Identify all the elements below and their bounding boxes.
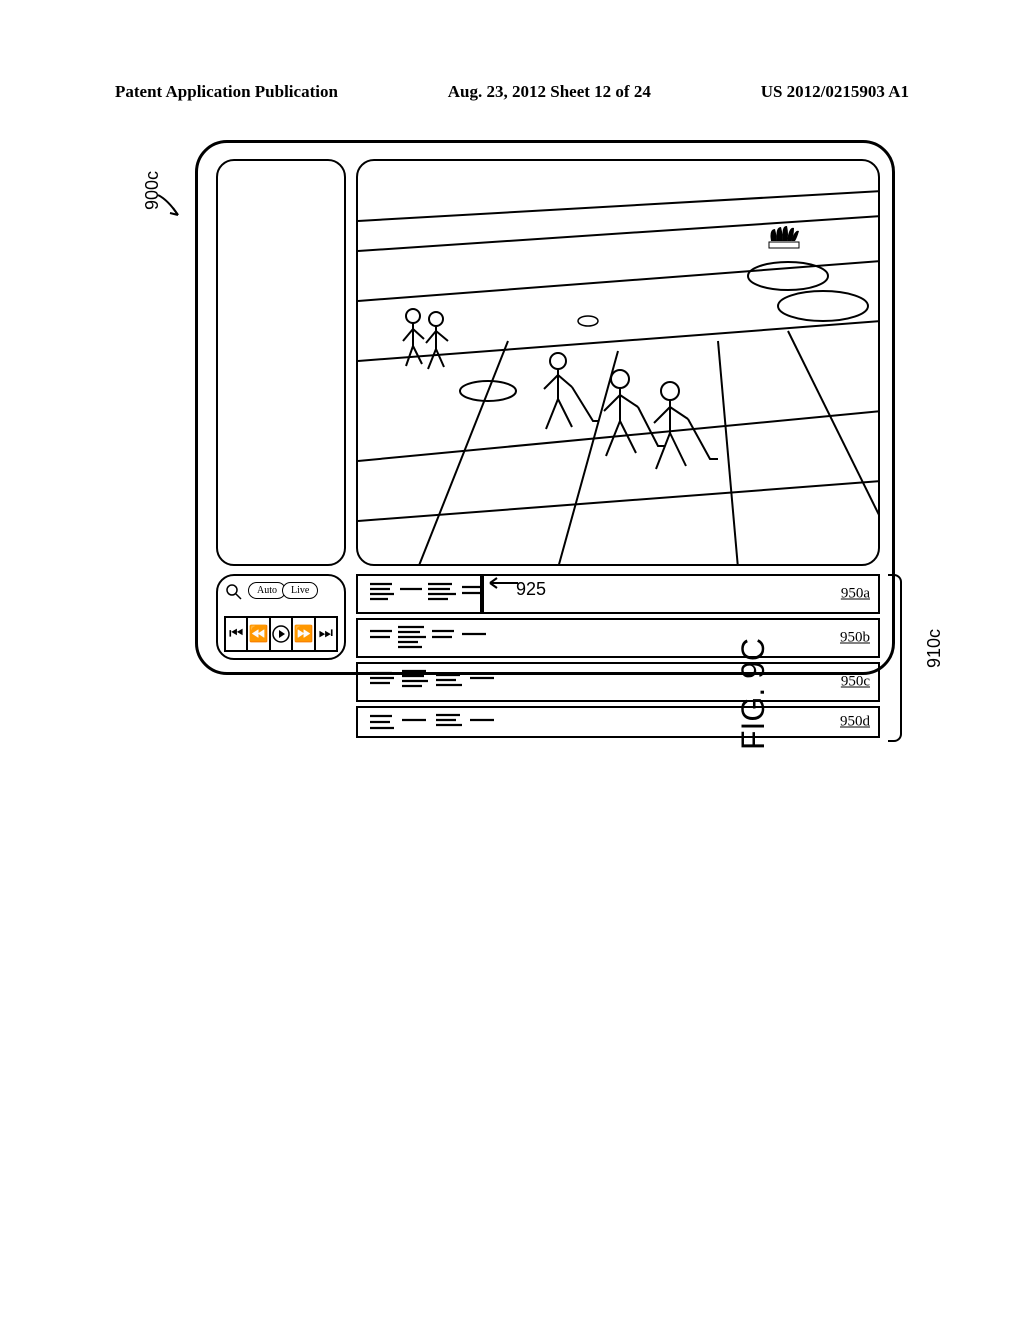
figure-caption: FIG. 9C (735, 638, 772, 750)
play-icon (272, 625, 290, 643)
play-button[interactable] (271, 618, 293, 650)
header-right: US 2012/0215903 A1 (761, 82, 909, 102)
list-row-d[interactable]: 950d (356, 706, 880, 738)
list-bracket (888, 574, 902, 742)
list-row-a[interactable]: 950a (356, 574, 880, 614)
device-ref-arrow (153, 190, 193, 230)
figure-container: 900c 920c (115, 140, 910, 960)
page-header: Patent Application Publication Aug. 23, … (115, 82, 909, 102)
forward-button[interactable]: ⏩ (293, 618, 315, 650)
list-row-b[interactable]: 950b (356, 618, 880, 658)
row-ref-c: 950c (841, 674, 870, 691)
video-panel (356, 159, 880, 566)
list-row-c[interactable]: 950c (356, 662, 880, 702)
row-ref-a: 950a (841, 586, 870, 603)
row-text-blocks (366, 710, 516, 734)
skip-forward-button[interactable]: ⏭ (316, 618, 336, 650)
sidebar-panel (216, 159, 346, 566)
rewind-button[interactable]: ⏪ (248, 618, 270, 650)
header-center: Aug. 23, 2012 Sheet 12 of 24 (448, 82, 651, 102)
header-left: Patent Application Publication (115, 82, 338, 102)
search-icon[interactable] (226, 584, 242, 600)
video-illustration (358, 161, 880, 566)
toggle-live[interactable]: Live (282, 582, 318, 599)
device-frame: 925 950a (195, 140, 895, 675)
row-text-blocks (366, 623, 506, 653)
list-area: 950a 950b (356, 574, 880, 742)
row-ref-b: 950b (840, 630, 870, 647)
control-panel: Auto Live ⏮ ⏪ ⏩ ⏭ (216, 574, 346, 660)
toggle-auto[interactable]: Auto (248, 582, 286, 599)
playhead-marker (480, 574, 484, 614)
transport-bar: ⏮ ⏪ ⏩ ⏭ (224, 616, 338, 652)
row-ref-d: 950d (840, 714, 870, 731)
skip-back-button[interactable]: ⏮ (226, 618, 248, 650)
row-text-blocks (366, 579, 486, 609)
list-bracket-label: 910c (924, 629, 945, 668)
row-text-blocks (366, 667, 516, 697)
